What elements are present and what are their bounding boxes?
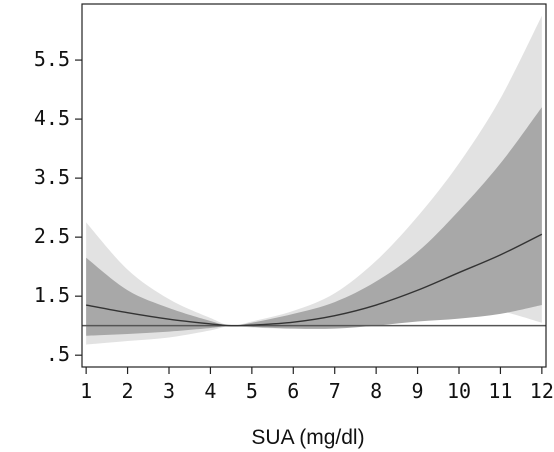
x-tick-label: 2 bbox=[122, 379, 134, 403]
x-tick-label: 11 bbox=[488, 379, 512, 403]
x-tick-label: 5 bbox=[246, 379, 258, 403]
x-tick-label: 7 bbox=[329, 379, 341, 403]
x-axis: 1 2 3 4 5 6 7 8 9 10 11 12 bbox=[80, 367, 554, 403]
x-tick-label: 3 bbox=[163, 379, 175, 403]
y-tick-label: 5.5 bbox=[34, 47, 70, 71]
x-tick-label: 6 bbox=[287, 379, 299, 403]
y-tick-label: .5 bbox=[46, 342, 70, 366]
x-tick-label: 8 bbox=[370, 379, 382, 403]
estimate-curve bbox=[86, 233, 543, 327]
confidence-bands bbox=[86, 15, 542, 345]
plot-frame bbox=[81, 3, 547, 368]
y-axis: .5 1.5 2.5 3.5 4.5 5.5 bbox=[34, 47, 82, 366]
x-tick-label: 1 bbox=[80, 379, 92, 403]
y-tick-label: 4.5 bbox=[34, 106, 70, 130]
x-axis-label: SUA (mg/dl) bbox=[251, 426, 364, 449]
x-tick-label: 10 bbox=[447, 379, 471, 403]
y-tick-label: 2.5 bbox=[34, 224, 70, 248]
x-tick-label: 9 bbox=[412, 379, 424, 403]
y-tick-label: 1.5 bbox=[34, 283, 70, 307]
x-tick-label: 4 bbox=[204, 379, 216, 403]
inner-band bbox=[86, 107, 542, 336]
y-tick-label: 3.5 bbox=[34, 165, 70, 189]
x-tick-label: 12 bbox=[530, 379, 554, 403]
